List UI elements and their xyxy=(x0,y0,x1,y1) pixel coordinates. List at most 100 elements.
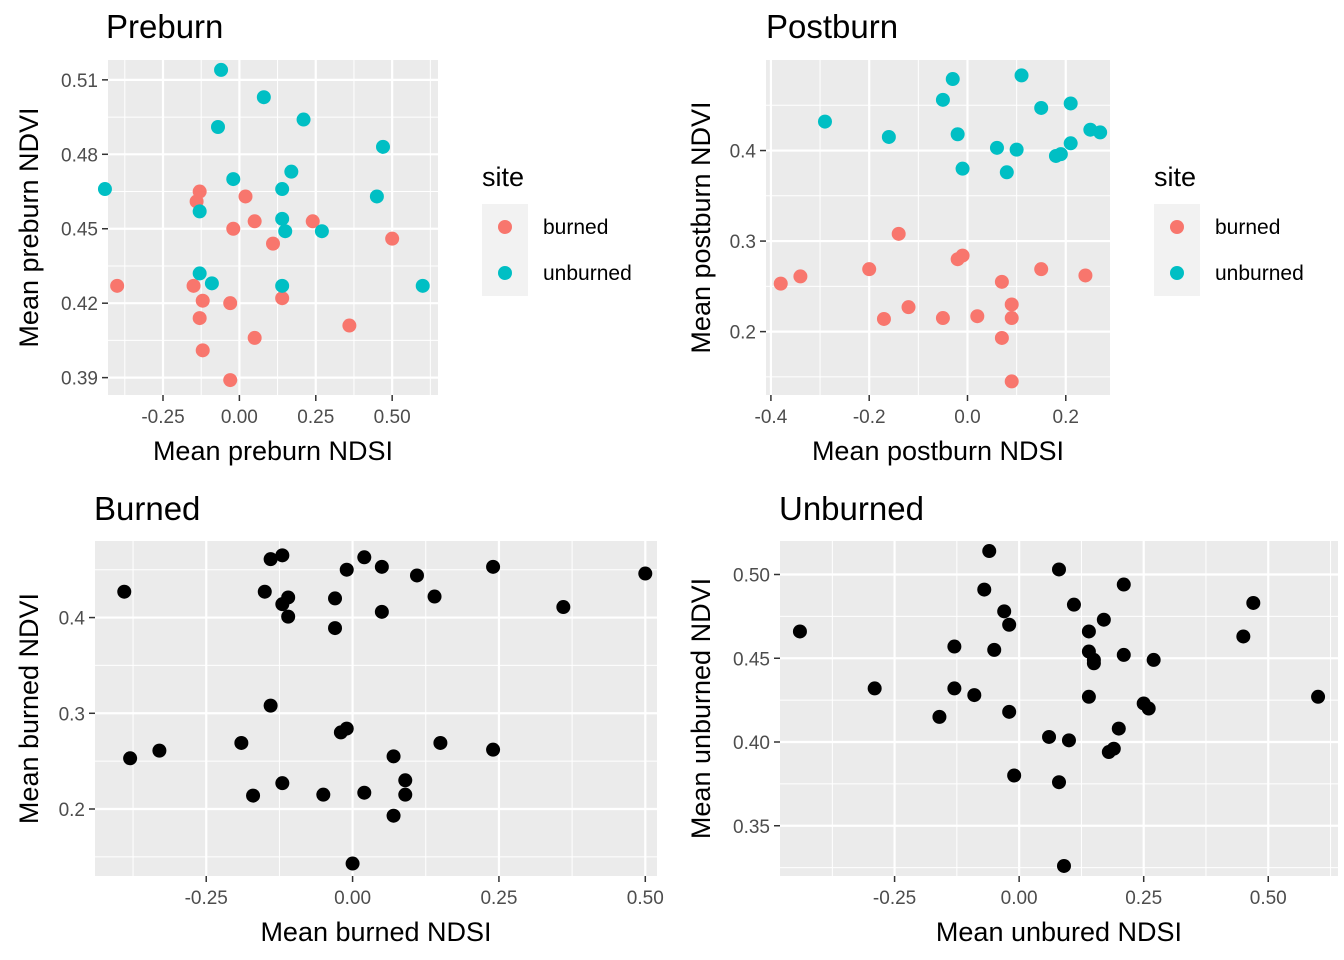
data-point xyxy=(357,785,372,800)
chart-title: Postburn xyxy=(766,8,898,45)
data-point xyxy=(891,226,906,241)
data-point xyxy=(994,274,1009,289)
y-tick-label: 0.2 xyxy=(730,323,756,344)
chart-title: Burned xyxy=(94,490,200,527)
data-point xyxy=(296,112,311,127)
data-point xyxy=(328,591,343,606)
data-point xyxy=(281,590,296,605)
y-tick-label: 0.4 xyxy=(59,609,86,630)
y-tick-label: 0.45 xyxy=(61,220,98,241)
data-point xyxy=(1081,624,1096,639)
data-point xyxy=(1056,858,1071,873)
data-point xyxy=(862,262,877,277)
legend-swatch xyxy=(498,266,512,280)
data-point xyxy=(1053,147,1068,162)
data-point xyxy=(1009,142,1024,157)
x-tick-label: 0.50 xyxy=(374,407,411,428)
x-tick-label: 0.50 xyxy=(627,888,664,909)
data-point xyxy=(263,698,278,713)
data-point xyxy=(1246,595,1261,610)
y-tick-label: 0.51 xyxy=(61,71,98,92)
data-point xyxy=(867,681,882,696)
data-point xyxy=(486,742,501,757)
data-point xyxy=(1116,647,1131,662)
data-point xyxy=(247,330,262,345)
data-point xyxy=(935,92,950,107)
plot-background xyxy=(108,60,438,395)
x-tick-label: -0.25 xyxy=(873,888,916,909)
data-point xyxy=(234,735,249,750)
data-point xyxy=(357,550,372,565)
data-point xyxy=(339,562,354,577)
data-point xyxy=(278,224,293,239)
data-point xyxy=(932,709,947,724)
legend-label: burned xyxy=(1215,216,1280,239)
data-point xyxy=(223,373,238,388)
data-point xyxy=(204,276,219,291)
data-point xyxy=(247,214,262,229)
data-point xyxy=(947,639,962,654)
data-point xyxy=(316,787,331,802)
data-point xyxy=(409,568,424,583)
x-tick-label: -0.25 xyxy=(185,888,228,909)
data-point xyxy=(1141,701,1156,716)
data-point xyxy=(1106,741,1121,756)
legend-swatch xyxy=(1170,266,1184,280)
x-tick-label: 0.25 xyxy=(480,888,517,909)
data-point xyxy=(1004,374,1019,389)
data-point xyxy=(376,139,390,154)
data-point xyxy=(773,276,788,291)
data-point xyxy=(970,309,985,324)
panel-0: -0.25 0.00 0.25 0.50 0.39 0.42 0.45 0.48 0.51 Pre… xyxy=(14,8,632,466)
legend-swatch xyxy=(498,220,512,234)
data-point xyxy=(1078,268,1093,283)
data-point xyxy=(1066,597,1081,612)
data-point xyxy=(223,296,238,311)
y-tick-label: 0.4 xyxy=(730,142,757,163)
data-point xyxy=(1116,577,1131,592)
x-tick-label: 0.00 xyxy=(221,407,258,428)
data-point xyxy=(192,311,207,326)
data-point xyxy=(1111,721,1126,736)
data-point xyxy=(1007,768,1022,783)
data-point xyxy=(1146,652,1161,667)
data-point xyxy=(935,311,950,326)
data-point xyxy=(195,293,210,308)
data-point xyxy=(982,544,997,559)
plot-background xyxy=(780,541,1338,876)
data-point xyxy=(486,559,501,574)
data-point xyxy=(792,624,807,639)
data-point xyxy=(117,584,132,599)
data-point xyxy=(386,749,401,764)
data-point xyxy=(1236,629,1251,644)
minor-gridlines xyxy=(780,541,1338,876)
data-point xyxy=(1042,729,1057,744)
data-point xyxy=(1311,689,1326,704)
data-point xyxy=(281,609,296,624)
legend-label: unburned xyxy=(543,262,632,285)
data-point xyxy=(385,231,400,246)
data-point xyxy=(192,184,207,199)
data-point xyxy=(876,311,891,326)
legend: site burned unburned xyxy=(482,162,632,296)
data-point xyxy=(275,211,290,226)
data-point xyxy=(1034,262,1049,277)
data-point xyxy=(1004,297,1019,312)
panel-1: -0.4 -0.2 0.0 0.2 0.2 0.3 0.4 Postburn Mean post… xyxy=(686,8,1304,466)
data-point xyxy=(427,589,442,604)
data-point xyxy=(1052,775,1066,790)
legend-title: site xyxy=(482,162,524,192)
y-axis-title: Mean preburn NDVI xyxy=(14,107,44,347)
data-point xyxy=(192,204,207,219)
data-point xyxy=(192,266,207,281)
x-tick-label: -0.4 xyxy=(755,407,788,428)
x-tick-label: 0.0 xyxy=(954,407,980,428)
data-point xyxy=(1063,96,1078,111)
data-point xyxy=(195,343,210,358)
data-point xyxy=(345,856,360,871)
data-point xyxy=(1004,311,1019,326)
data-point xyxy=(989,140,1004,155)
data-point xyxy=(1034,100,1049,115)
data-point xyxy=(123,751,138,766)
